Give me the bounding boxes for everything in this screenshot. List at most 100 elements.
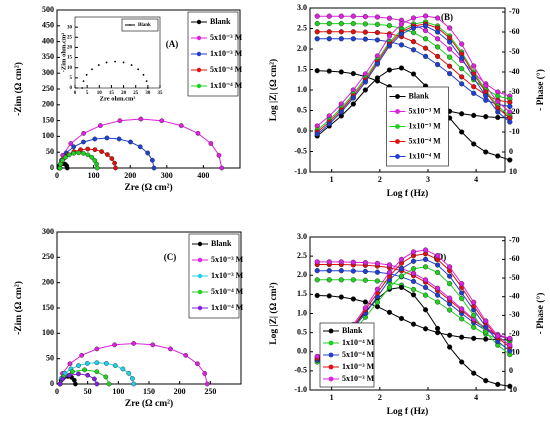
data-point — [495, 381, 501, 388]
data-point — [89, 154, 95, 160]
data-point — [483, 318, 489, 324]
data-point — [386, 15, 393, 21]
x-axis-label: Log f (Hz) — [387, 406, 429, 417]
data-point — [374, 37, 381, 43]
data-point — [447, 332, 453, 338]
data-point — [338, 277, 344, 283]
data-point — [434, 61, 441, 68]
data-point — [106, 381, 112, 387]
x-tick-label: 200 — [174, 387, 186, 396]
panel: 1 2 3 4 -1.0 -0.5 0.0 0.5 1.0 1.5 2.0 2.5 3.0 10 0 -10 -… — [268, 3, 546, 199]
data-point — [386, 262, 393, 268]
data-point — [410, 278, 417, 284]
y-tick-label: 0.0 — [297, 347, 307, 356]
data-point — [116, 136, 122, 142]
y-tick-label: 15 — [67, 56, 73, 61]
y-tick-label: 100 — [42, 328, 54, 337]
data-point — [314, 353, 320, 360]
data-point — [422, 36, 429, 42]
data-point — [112, 160, 118, 166]
legend-label: 1x10⁻³ M — [210, 49, 243, 58]
data-point — [219, 165, 225, 171]
data-point — [79, 352, 85, 358]
data-point — [178, 123, 184, 128]
data-point — [57, 165, 63, 171]
data-point — [112, 363, 118, 368]
data-point — [386, 67, 393, 73]
data-point — [105, 61, 108, 64]
data-point — [483, 336, 489, 342]
legend-swatch — [197, 305, 203, 311]
data-point — [507, 157, 513, 163]
data-point — [350, 101, 356, 107]
x-tick-label: 2 — [378, 393, 382, 402]
y-tick-label: 25 — [67, 35, 73, 40]
data-point — [112, 342, 117, 348]
data-point — [350, 95, 356, 101]
legend-swatch — [328, 376, 334, 382]
legend-label: 5x10⁻³ M — [409, 106, 442, 115]
data-point — [471, 324, 477, 330]
y-tick-label: 300 — [42, 227, 54, 236]
y-tick-label: 3.0 — [297, 3, 307, 12]
data-point — [151, 165, 157, 171]
data-point — [94, 165, 100, 171]
data-point — [314, 292, 320, 299]
y2-tick-label: -70 — [509, 236, 520, 245]
x-axis-label: Zre (Ω cm²) — [125, 398, 173, 409]
data-point — [459, 81, 465, 87]
data-point — [216, 152, 222, 158]
x-axis-label: Zre ohm.cm² — [100, 95, 136, 102]
x-tick-label: 100 — [112, 387, 124, 396]
data-point — [507, 119, 513, 125]
data-point — [68, 141, 74, 146]
data-point — [447, 25, 453, 31]
y-tick-label: 5 — [70, 76, 73, 81]
data-point — [314, 29, 320, 35]
data-point — [434, 44, 441, 50]
y2-tick-label: 0 — [509, 147, 513, 156]
data-point — [314, 131, 320, 137]
data-point — [350, 296, 356, 302]
data-point — [398, 42, 405, 48]
data-point — [145, 150, 151, 156]
data-point — [398, 31, 405, 37]
data-point — [81, 87, 84, 89]
x-tick-label: 4 — [474, 175, 478, 184]
data-point — [447, 295, 453, 301]
data-point — [410, 286, 417, 293]
data-point — [97, 64, 100, 66]
y-tick-label: 500 — [42, 5, 54, 14]
data-point — [374, 269, 381, 275]
data-point — [92, 376, 97, 382]
y-tick-label: 200 — [42, 100, 54, 109]
data-point — [422, 53, 429, 59]
y-tick-label: 1.0 — [297, 85, 307, 94]
y-tick-label: 30 — [67, 25, 73, 30]
x-tick-label: 0 — [74, 91, 77, 96]
data-point — [495, 153, 501, 159]
data-point — [459, 359, 465, 365]
data-point — [66, 152, 72, 158]
data-point — [386, 43, 393, 49]
data-point — [410, 258, 417, 264]
data-point — [94, 346, 100, 352]
data-point — [131, 341, 137, 346]
data-point — [483, 149, 489, 155]
data-point — [103, 374, 109, 380]
data-point — [326, 121, 332, 127]
data-point — [314, 20, 320, 27]
data-point — [410, 249, 417, 255]
legend-swatch — [197, 257, 203, 263]
data-point — [137, 68, 140, 71]
x-tick-label: 300 — [161, 171, 173, 180]
data-point — [459, 316, 465, 322]
data-point — [314, 13, 320, 19]
legend-swatch — [197, 289, 203, 295]
legend-swatch — [328, 352, 334, 358]
legend-label: 5x10⁻³ M — [342, 374, 375, 383]
data-point — [447, 46, 453, 52]
data-point — [483, 378, 489, 384]
data-point — [410, 270, 417, 276]
